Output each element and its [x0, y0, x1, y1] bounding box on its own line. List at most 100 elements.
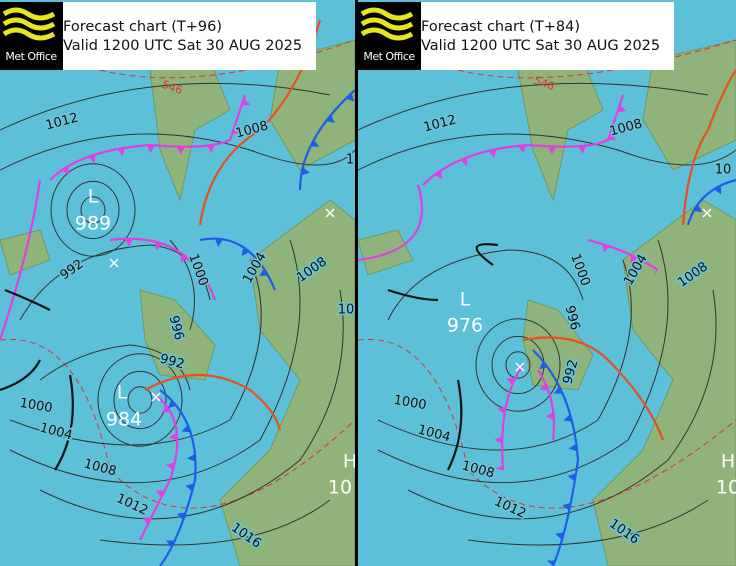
front-symbol [548, 146, 557, 155]
thickness-line [99, 39, 355, 79]
isobar [9, 239, 301, 484]
front-symbol [545, 411, 554, 420]
front-symbol [176, 512, 186, 521]
pressure-centre-value: 10 [716, 477, 736, 499]
front [0, 359, 41, 392]
isobar-label: 10 [715, 163, 732, 178]
front-symbol [630, 254, 638, 264]
front [686, 178, 736, 226]
front-symbol [578, 145, 587, 154]
isobar [9, 259, 262, 446]
front [447, 379, 463, 471]
land [269, 39, 355, 171]
isobar [475, 318, 561, 412]
land [642, 39, 736, 171]
logo-wave [360, 27, 414, 41]
front-symbol [176, 146, 185, 155]
front-symbol [142, 517, 152, 525]
logo-wave [2, 17, 56, 31]
logo-text: Met Office [5, 50, 57, 63]
isobar-label: 1000 [392, 393, 427, 414]
front-symbol [181, 424, 191, 433]
thickness-line [0, 338, 355, 509]
front-symbol [166, 462, 175, 471]
front-symbol [539, 361, 548, 370]
pressure-centre-value: 10 [328, 477, 352, 499]
pressure-centre-type: H [721, 451, 735, 473]
logo-text: Met Office [363, 50, 415, 63]
front-symbol [539, 383, 549, 391]
front-symbol [231, 126, 241, 135]
front-symbol [310, 139, 320, 147]
isobar [0, 82, 331, 131]
front-symbol [326, 114, 335, 123]
front-symbol [161, 405, 171, 414]
front-symbol [494, 466, 503, 470]
low-centre-marker [702, 208, 712, 218]
front-symbol [506, 377, 516, 386]
isobar [505, 351, 531, 379]
isobar [99, 499, 331, 546]
pressure-centre-type: L [117, 382, 128, 404]
front-symbol [617, 104, 627, 113]
pressure-centre-type: L [88, 186, 99, 208]
front-symbol [555, 532, 565, 540]
isobar [407, 289, 717, 520]
front-symbol [434, 170, 443, 180]
front-symbol [167, 399, 177, 409]
front-symbol [165, 540, 175, 548]
front-symbol [607, 133, 617, 141]
front [475, 243, 499, 266]
low-centre-marker [151, 392, 161, 402]
front-symbol [518, 145, 527, 154]
valid-time: Valid 1200 UTC Sat 30 AUG 2025 [421, 38, 660, 54]
front [501, 364, 524, 471]
chart-title: Forecast chart (T+96) [63, 19, 222, 35]
front-symbol [146, 145, 155, 154]
thickness-line [358, 338, 736, 509]
isobar [358, 82, 709, 131]
front-symbol [61, 166, 70, 176]
isobar [80, 196, 106, 224]
thickness-line [457, 39, 736, 79]
isobar [387, 249, 584, 321]
logo-wave [360, 17, 414, 31]
front [358, 184, 423, 262]
front-symbol [259, 268, 269, 277]
front [587, 238, 659, 271]
isobar-label: 1 [346, 153, 354, 168]
front-symbol [488, 149, 497, 158]
front [522, 336, 665, 441]
land [358, 229, 414, 276]
pressure-centre-type: H [343, 451, 357, 473]
front-symbol [155, 490, 165, 498]
front-symbol [117, 147, 126, 157]
pressure-centre-value: 984 [106, 409, 142, 431]
isobar [97, 353, 183, 447]
front-symbol [187, 453, 196, 462]
pressure-centre-value: 976 [447, 315, 483, 337]
front-symbol [154, 241, 163, 251]
front [0, 179, 42, 341]
front-symbol [553, 386, 563, 394]
isobar [19, 244, 211, 321]
front-symbol [169, 432, 178, 441]
logo-wave [2, 27, 56, 41]
isobar [467, 499, 709, 546]
chart-title: Forecast chart (T+84) [421, 19, 580, 35]
valid-time: Valid 1200 UTC Sat 30 AUG 2025 [63, 38, 302, 54]
front [159, 389, 197, 566]
front [49, 94, 247, 181]
front-symbol [185, 483, 195, 492]
low-centre-marker [109, 258, 119, 268]
isobar-label: 996 [166, 314, 187, 342]
low-centre-marker [515, 362, 525, 372]
isobar [66, 180, 120, 240]
front [4, 288, 51, 311]
front-symbol [88, 154, 96, 164]
front-symbol [206, 144, 215, 154]
front-symbol [568, 443, 578, 452]
logo-wave [2, 7, 56, 21]
isobar [113, 370, 167, 430]
